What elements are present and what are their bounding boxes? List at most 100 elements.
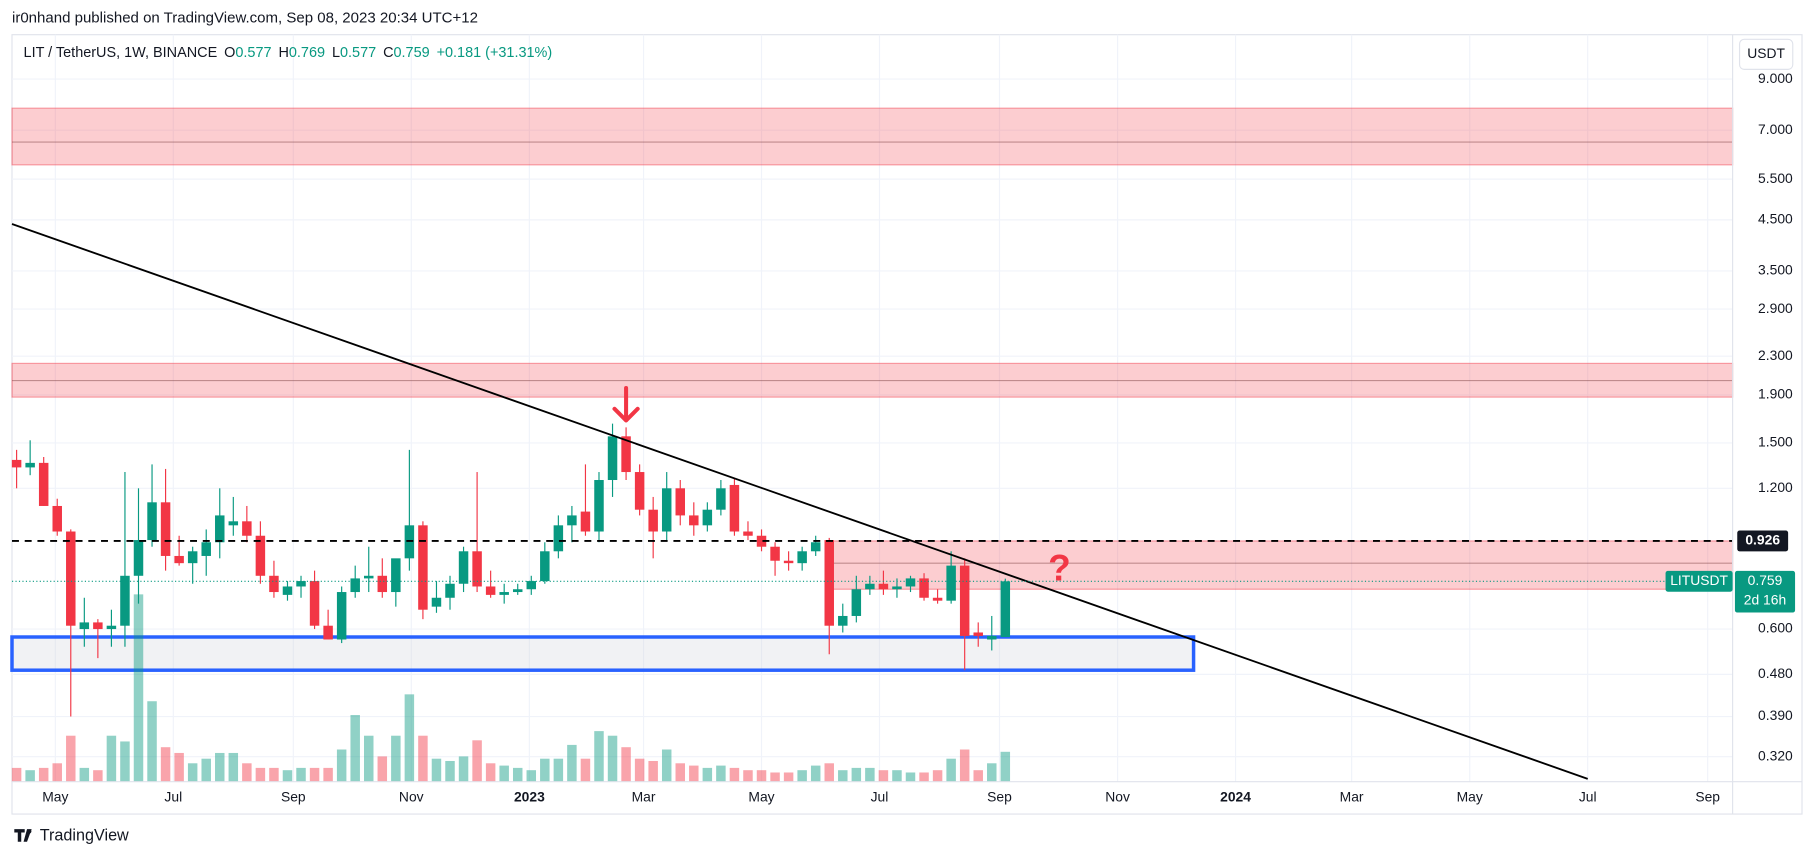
legend-key: L [332,45,340,61]
x-tick-label: Sep [987,789,1012,805]
volume-bar [783,772,794,782]
volume-bar [458,756,469,782]
level-tag-label: 0.926 [1745,532,1780,548]
grid [11,34,1733,782]
published-note: ir0nhand published on TradingView.com, S… [12,9,478,26]
volume-bar [567,744,577,782]
volume-bar [336,749,347,782]
volume-bar [797,770,807,782]
legend-value: 0.577 [235,45,271,61]
candle-body [228,521,239,526]
volume-bar [540,758,550,782]
currency-button[interactable] [1738,38,1794,70]
legend-value: 0.577 [340,45,376,61]
candle-body [201,542,211,556]
level-tag [1737,530,1789,552]
legend-key: H [278,45,288,61]
x-tick-label: Mar [1340,789,1364,805]
candle-body [905,578,916,587]
symbol-tag-label: LITUSDT [1670,572,1728,588]
volume-bar [865,767,875,782]
y-tick-label: 1.500 [1758,434,1793,450]
legend-key: O [224,45,235,61]
candle-body [702,509,713,526]
currency-label[interactable]: USDT [1747,45,1785,61]
chart-legend: LIT / TetherUS, 1W, BINANCE O0.577 H0.769 L… [24,45,553,61]
candle-body [187,551,198,564]
volume-bar [838,770,848,782]
candle-body [485,586,496,595]
x-tick-label: Nov [1105,789,1130,805]
candle-body [133,540,144,576]
candle-body [838,615,848,626]
candle-body [973,632,983,636]
candle-body [269,575,279,593]
x-tick-label: 2023 [514,789,545,805]
volume-bar [959,749,970,782]
candle-body [296,581,306,587]
volume-bar [729,767,740,782]
candle-body [607,436,618,481]
candle-body [458,551,469,584]
volume-bar [160,747,171,782]
volume-bar [93,770,103,782]
axes: May Jul Sep Nov 2023 Mar May Jul Sep Nov 2024 Mar Ma… [11,34,1803,815]
volume-bar [472,740,482,782]
brand-icon [14,829,32,842]
candle-body [580,511,591,532]
candle-body [499,592,509,595]
candle-body [336,592,347,640]
resistance-zone [11,362,1734,398]
candle-body [377,575,388,593]
x-tick-label: May [42,789,68,805]
y-tick-label: 1.200 [1758,479,1793,495]
volume-bar [66,735,76,782]
volume-bar [201,758,211,782]
volume-bar [851,767,862,782]
candle-body [120,575,130,626]
candle-body [797,551,807,564]
candle-body [729,484,740,532]
volume-bar [634,758,645,782]
candle-body [865,583,875,590]
volume-bar [174,752,184,782]
y-tick-label: 9.000 [1758,70,1793,86]
volume-bar [296,767,306,782]
candle-body [756,535,767,547]
volume-bar [431,758,442,782]
y-tick-label: 0.600 [1758,620,1793,636]
candle-body [716,488,726,510]
candle-body [919,578,929,598]
symbol-tag [1665,570,1733,592]
candle-body [783,560,794,564]
legend-change: +0.181 (+31.31%) [437,45,553,61]
legend-value: 0.759 [394,45,430,61]
price-tag [1734,570,1796,613]
candle-body [11,459,22,468]
y-tick-label: 0.320 [1758,747,1793,763]
drawings: ? [11,223,1733,780]
volume-bar [79,767,90,782]
candle-body [472,551,482,587]
candle-body [52,505,62,532]
candle-body [79,622,90,630]
candle-body [675,488,685,516]
candle-body [282,586,293,595]
volume-bar [38,767,49,782]
candle-body [661,488,672,532]
trendline [11,223,1589,780]
candle-body [215,515,225,543]
candle-body [38,462,49,506]
x-tick-label: Mar [632,789,656,805]
volume-bar [25,770,35,782]
legend-value: 0.769 [289,45,325,61]
volume-bar [106,735,117,782]
candle-body [987,635,997,640]
candle-body [932,597,943,601]
candle-body [851,589,862,616]
candle-body [106,625,117,630]
candle-body [567,515,577,526]
candle-body [648,509,658,532]
zones [10,107,1734,672]
